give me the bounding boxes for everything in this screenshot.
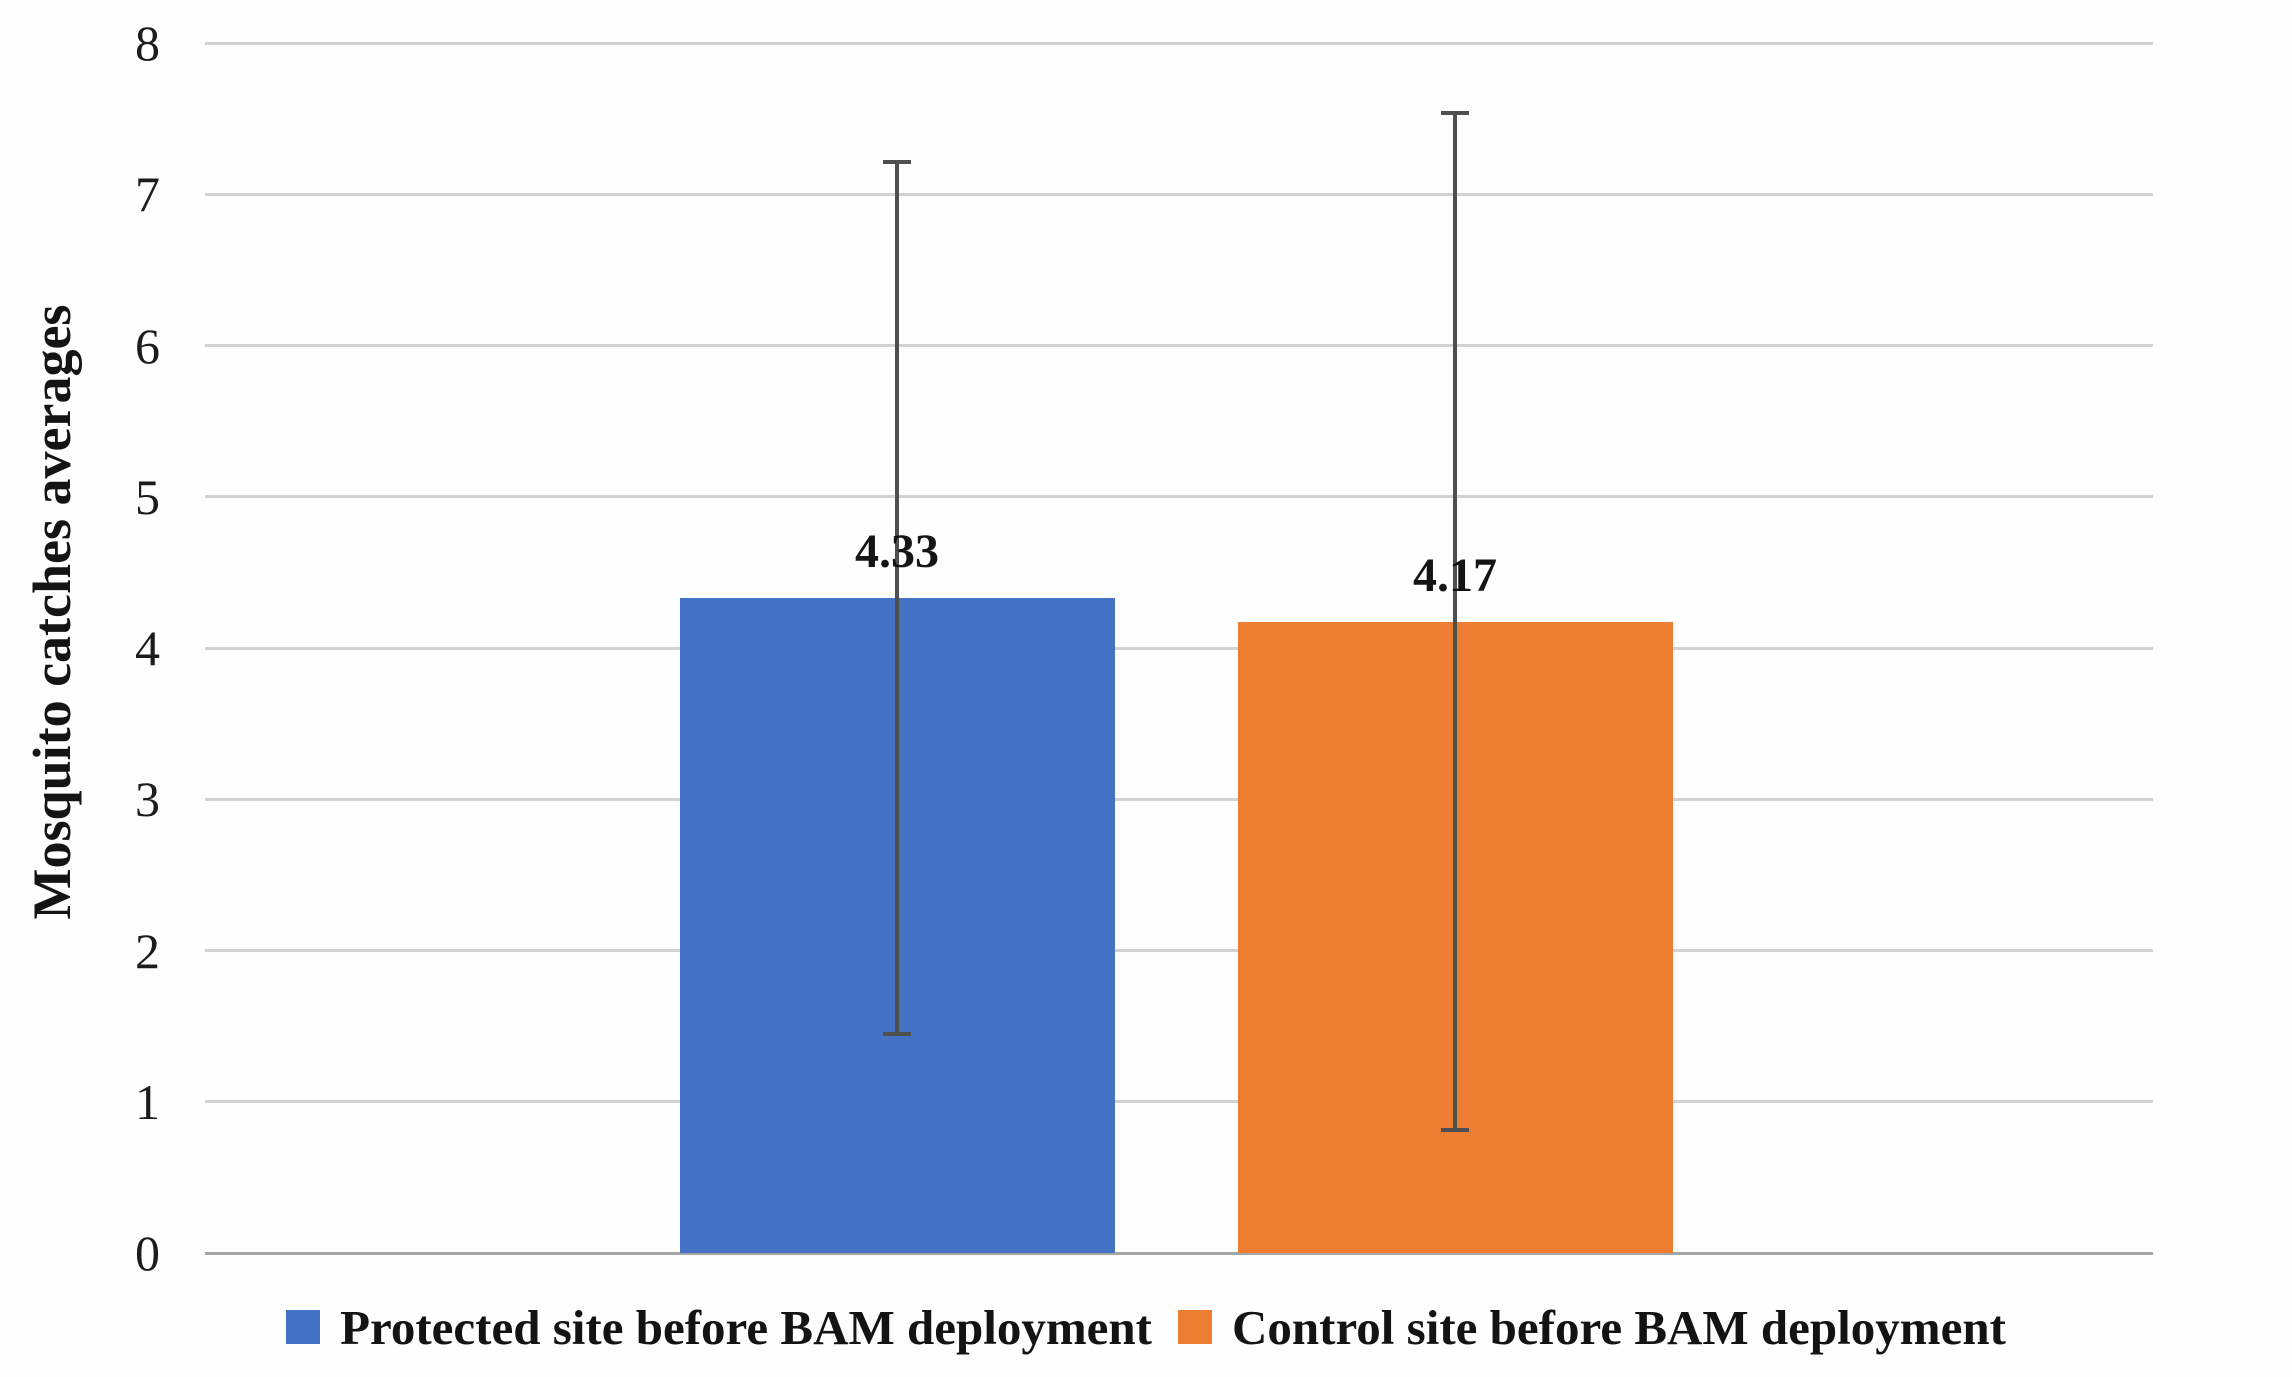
y-gridline: [205, 192, 2153, 196]
error-bar-line: [1453, 112, 1457, 1131]
y-gridline: [205, 495, 2153, 499]
error-bar-cap: [883, 160, 911, 165]
y-tick-label: 1: [135, 1073, 160, 1130]
x-axis-baseline: [205, 1251, 2153, 1255]
legend: Protected site before BAM deployment Cont…: [0, 1292, 2292, 1362]
legend-label: Control site before BAM deployment: [1231, 1299, 2006, 1355]
y-gridline: [205, 1100, 2153, 1104]
y-tick-label: 2: [135, 922, 160, 979]
y-gridline: [205, 949, 2153, 952]
bar-value-label: 4.33: [855, 525, 939, 579]
error-bar-cap: [883, 1031, 911, 1036]
y-gridline: [205, 797, 2153, 801]
y-tick-label: 3: [135, 771, 160, 828]
y-gridline: [205, 646, 2153, 650]
y-gridline: [205, 41, 2153, 45]
legend-label: Protected site before BAM deployment: [340, 1299, 1152, 1355]
y-gridline: [205, 344, 2153, 347]
legend-item-control-site: Control site before BAM deployment: [1177, 1299, 2006, 1355]
y-tick-label: 4: [135, 620, 160, 676]
y-tick-label: 8: [135, 15, 160, 71]
error-bar-line: [895, 162, 899, 1034]
y-tick-label: 0: [135, 1225, 160, 1281]
legend-item-protected-site: Protected site before BAM deployment: [286, 1303, 1152, 1352]
legend-swatch-icon: [1177, 1310, 1212, 1344]
bar-value-label: 4.17: [1413, 549, 1497, 603]
y-axis-title: Mosquito catches averages: [22, 304, 82, 920]
legend-swatch-icon: [286, 1310, 321, 1344]
error-bar-cap: [1441, 1128, 1469, 1133]
y-tick-label: 6: [135, 317, 160, 374]
y-tick-label: 5: [135, 468, 160, 525]
y-tick-label: 7: [135, 166, 160, 223]
error-bar-cap: [1441, 110, 1469, 115]
